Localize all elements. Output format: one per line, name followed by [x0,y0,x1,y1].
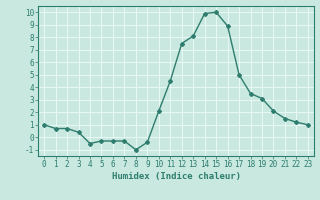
X-axis label: Humidex (Indice chaleur): Humidex (Indice chaleur) [111,172,241,181]
